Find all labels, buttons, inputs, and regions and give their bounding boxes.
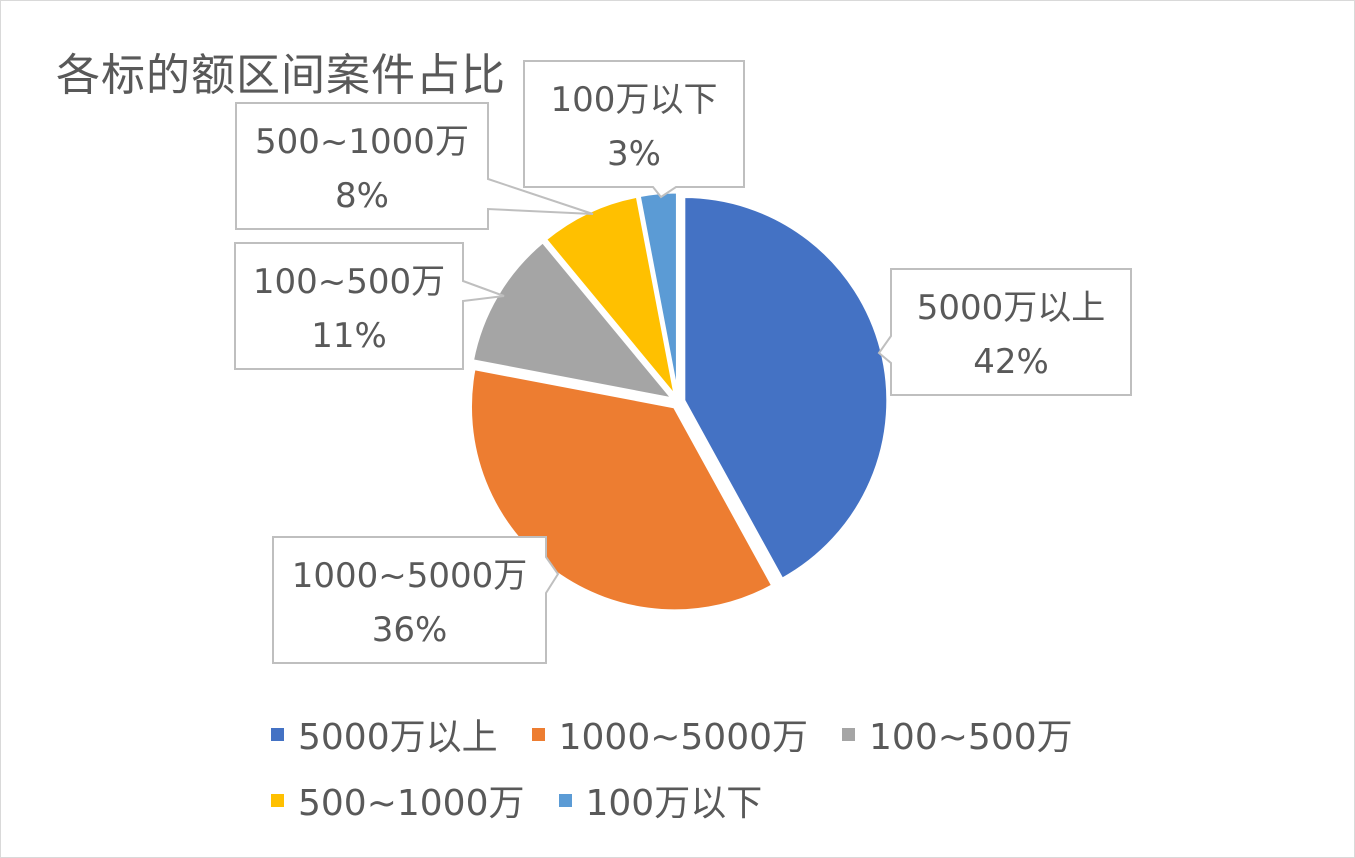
data-label-callout: 500~1000万 8% bbox=[235, 102, 594, 230]
slice-percent-label: 42% bbox=[973, 342, 1049, 382]
legend-swatch bbox=[271, 727, 284, 741]
callout-box bbox=[523, 60, 745, 199]
slice-percent-label: 8% bbox=[335, 176, 389, 216]
slice-category-label: 100万以下 bbox=[551, 80, 718, 120]
legend-label: 5000万以上 bbox=[298, 717, 498, 758]
legend-row: 5000万以上 1000~5000万 100~500万 bbox=[271, 701, 1091, 767]
callout-box bbox=[877, 268, 1132, 396]
slice-category-label: 1000~5000万 bbox=[292, 556, 528, 596]
slice-category-label: 5000万以上 bbox=[917, 288, 1106, 328]
legend-swatch bbox=[271, 793, 284, 807]
data-label-callout: 100~500万 11% bbox=[234, 242, 505, 370]
slice-category-label: 100~500万 bbox=[253, 262, 445, 302]
legend-label: 500~1000万 bbox=[298, 783, 525, 824]
legend-item: 100~500万 bbox=[842, 708, 1073, 760]
legend-item: 100万以下 bbox=[558, 774, 763, 826]
legend-swatch bbox=[558, 793, 572, 807]
callout-box bbox=[235, 102, 594, 230]
data-label-callout: 100万以下 3% bbox=[523, 60, 745, 199]
slice-percent-label: 3% bbox=[607, 134, 661, 174]
legend-label: 1000~5000万 bbox=[558, 717, 809, 758]
slice-percent-label: 11% bbox=[311, 316, 387, 356]
data-label-callout: 1000~5000万 36% bbox=[272, 536, 560, 664]
legend-row: 500~1000万 100万以下 bbox=[271, 767, 1091, 833]
legend-item: 5000万以上 bbox=[271, 708, 498, 760]
slice-percent-label: 36% bbox=[372, 610, 448, 650]
callout-box bbox=[272, 536, 560, 664]
callout-box bbox=[234, 242, 505, 370]
legend-swatch bbox=[531, 727, 545, 741]
legend-label: 100~500万 bbox=[869, 717, 1073, 758]
legend-item: 1000~5000万 bbox=[531, 708, 809, 760]
chart-title: 各标的额区间案件占比 bbox=[56, 50, 506, 101]
data-label-callout: 5000万以上 42% bbox=[877, 268, 1132, 396]
legend-swatch bbox=[842, 727, 856, 741]
slice-category-label: 500~1000万 bbox=[255, 122, 469, 162]
legend: 5000万以上 1000~5000万 100~500万 500~1000万 100万以下 bbox=[271, 701, 1091, 833]
legend-item: 500~1000万 bbox=[271, 774, 525, 826]
legend-label: 100万以下 bbox=[585, 783, 763, 824]
